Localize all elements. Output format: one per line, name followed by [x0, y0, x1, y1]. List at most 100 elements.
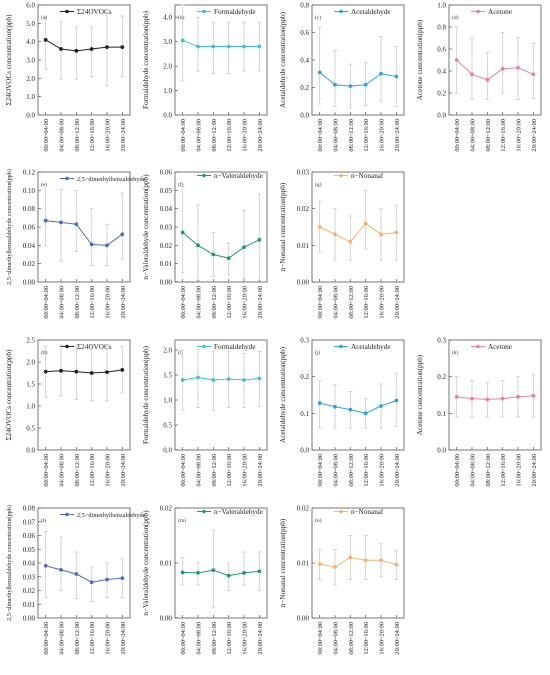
data-point [105, 577, 109, 582]
panel-label: (j) [315, 349, 320, 356]
legend-label: n−Nonanal [351, 508, 383, 516]
plot-frame [174, 4, 268, 116]
y-tick-label: 0.6 [437, 46, 446, 54]
plot-frame [174, 507, 268, 619]
data-point [74, 222, 79, 227]
y-tick-label: 0.01 [297, 560, 310, 568]
y-tick-label: 0.06 [160, 169, 173, 177]
plot-frame [311, 4, 405, 116]
y-tick-label: 0.01 [160, 560, 173, 568]
series-line [456, 395, 534, 400]
legend-label: n−Valeraldehyde [214, 172, 263, 180]
legend-label: 2,5−dimethylbenzaldehyde [77, 512, 146, 519]
y-tick-label: 0.0 [26, 112, 35, 120]
legend-label: Acetaldehyde [351, 8, 391, 16]
data-point [333, 232, 337, 237]
y-tick-label: 0.04 [160, 205, 173, 213]
data-point [348, 555, 353, 560]
panel-label: (c) [315, 14, 321, 21]
panel-label: (n) [315, 517, 322, 524]
panel-label: (g) [315, 181, 322, 188]
x-tick-label: 20:00~24:00 [120, 119, 127, 152]
panel-1: 0.0 1.0 2.0 3.0 4.0 00:00~04:00 04:00~08:00 08:… [142, 4, 268, 152]
y-axis-label: Acetaldehyde concentration(ppb) [279, 11, 287, 108]
data-point [470, 72, 474, 77]
data-point [363, 558, 368, 563]
data-point [196, 44, 200, 49]
x-tick-label: 08:00~12:00 [348, 119, 355, 152]
x-tick-label: 00:00~04:00 [43, 622, 50, 655]
legend-label: Formaldehyde [214, 8, 256, 16]
data-point [379, 71, 383, 76]
data-point [531, 393, 536, 398]
series-line [45, 39, 123, 52]
series-line [319, 71, 397, 87]
data-point [89, 371, 94, 375]
data-point [500, 396, 505, 401]
plot-frame [448, 339, 542, 451]
legend-marker [339, 173, 343, 178]
y-tick-label: 0.05 [160, 187, 173, 195]
y-axis-label: Acetone concentration(ppb) [416, 354, 424, 435]
data-point [333, 564, 337, 569]
x-tick-label: 04:00~08:00 [196, 119, 203, 152]
panel-label: (f) [178, 181, 184, 188]
panel-3: 0.0 0.2 0.4 0.6 0.8 1.0 00:00~04:00 04:00~08:00… [416, 2, 542, 152]
plot-frame [174, 339, 268, 451]
data-point [196, 375, 200, 380]
y-tick-label: 0.03 [297, 169, 310, 177]
data-point [89, 580, 94, 585]
x-tick-label: 04:00~08:00 [470, 454, 477, 487]
y-axis-label: Σ24OVOCs concentration(ppb) [5, 14, 13, 106]
y-tick-label: 0.04 [23, 560, 36, 568]
data-point [120, 232, 125, 237]
data-point [226, 573, 231, 578]
x-tick-label: 20:00~24:00 [120, 454, 127, 487]
legend-marker [339, 509, 343, 514]
legend-label: n−Valeraldehyde [214, 508, 263, 516]
data-point [59, 47, 63, 51]
data-point [196, 243, 200, 248]
x-tick-label: 16:00~20:00 [242, 286, 249, 319]
y-tick-label: 0.08 [23, 505, 36, 513]
series-line [45, 220, 123, 246]
data-point [180, 230, 185, 235]
legend-label: Σ24OVOCs [77, 8, 112, 16]
y-tick-label: 0.03 [160, 224, 173, 232]
y-tick-label: 5.0 [26, 20, 35, 28]
plot-frame [37, 4, 131, 116]
plot-frame [37, 339, 131, 451]
x-tick-label: 00:00~04:00 [180, 286, 187, 319]
x-tick-label: 04:00~08:00 [196, 286, 203, 319]
x-tick-label: 20:00~24:00 [531, 454, 538, 487]
x-tick-label: 04:00~08:00 [333, 454, 340, 487]
x-tick-label: 00:00~04:00 [317, 622, 324, 655]
x-tick-label: 04:00~08:00 [59, 119, 66, 152]
y-tick-label: 0.00 [23, 279, 36, 287]
x-tick-label: 12:00~16:00 [363, 622, 370, 655]
y-tick-label: 0.2 [437, 373, 446, 381]
plot-frame [311, 339, 405, 451]
x-tick-label: 08:00~12:00 [211, 622, 218, 655]
x-tick-label: 08:00~12:00 [485, 454, 492, 487]
y-axis-label: Acetaldehyde concentration(ppb) [279, 346, 287, 443]
y-tick-label: 0.06 [23, 532, 36, 540]
x-tick-label: 00:00~04:00 [454, 454, 461, 487]
legend-marker [202, 173, 206, 178]
x-tick-label: 04:00~08:00 [333, 622, 340, 655]
data-point [120, 576, 125, 581]
data-point [531, 72, 536, 77]
x-tick-label: 00:00~04:00 [43, 454, 50, 487]
y-tick-label: 0.6 [300, 29, 309, 37]
data-point [43, 369, 48, 374]
data-point [394, 398, 399, 403]
x-tick-label: 16:00~20:00 [105, 622, 112, 655]
data-point [242, 245, 246, 250]
series-line [182, 569, 260, 577]
data-point [226, 44, 231, 49]
data-point [454, 58, 459, 62]
data-point [516, 394, 520, 399]
x-tick-label: 16:00~20:00 [242, 622, 249, 655]
data-point [105, 45, 109, 50]
legend-label: Acetone [488, 8, 512, 16]
